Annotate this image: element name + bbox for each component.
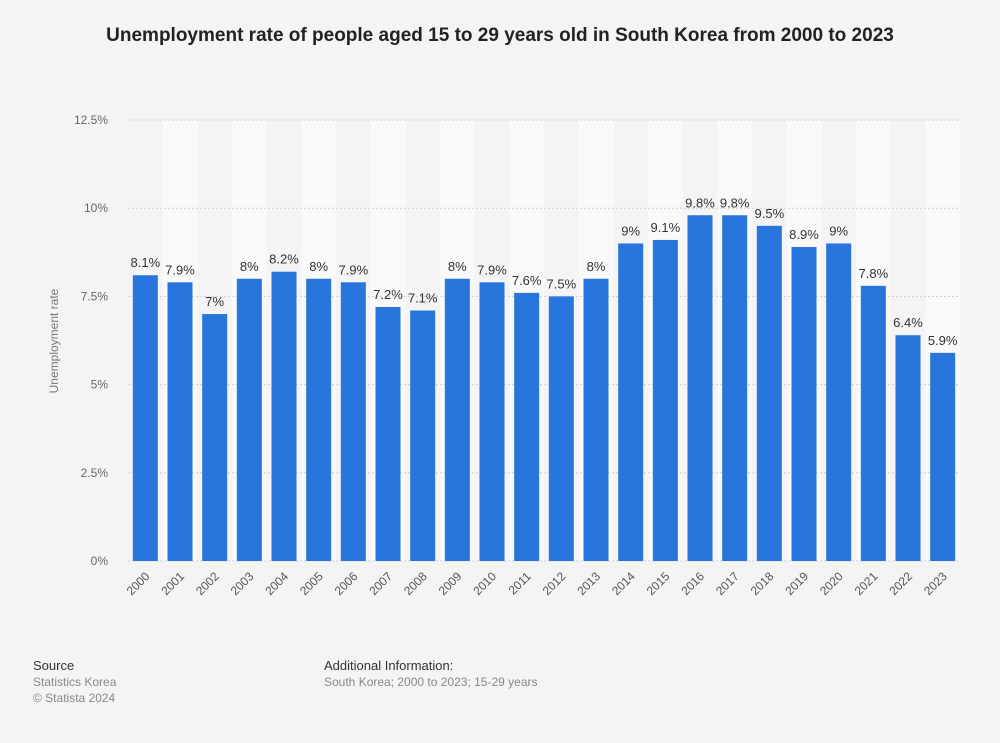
bar (375, 306, 401, 561)
bar (722, 215, 748, 562)
source-heading: Source (33, 658, 75, 673)
x-tick-label: 2015 (644, 569, 673, 598)
x-tick-label: 2002 (193, 569, 222, 598)
source-block: Source Statistics Korea © Statista 2024 (33, 658, 116, 706)
x-tick-label: 2016 (678, 569, 707, 598)
x-tick-label: 2020 (817, 569, 846, 598)
data-label: 8% (448, 259, 467, 274)
data-label: 9.5% (755, 206, 785, 221)
data-label: 9% (621, 223, 640, 238)
bar-chart: 0% 2.5% 5% 7.5% 10% 12.5% Unemployment rate 8.1… (47, 113, 960, 598)
x-tick-label: 2009 (436, 569, 465, 598)
x-tick-label: 2017 (713, 569, 742, 598)
bar (930, 352, 956, 561)
y-axis-label: Unemployment rate (47, 288, 61, 393)
x-tick-label: 2014 (609, 569, 638, 598)
x-tick-label: 2003 (228, 569, 257, 598)
bar (826, 243, 852, 562)
bar (306, 278, 332, 561)
data-label: 7.9% (339, 262, 369, 277)
y-tick-label: 12.5% (74, 113, 108, 127)
data-label: 8.2% (269, 252, 299, 267)
info-heading: Additional Information: (324, 658, 454, 673)
bar (167, 282, 193, 561)
x-tick-label: 2011 (506, 569, 534, 597)
data-label: 7.2% (373, 287, 403, 302)
bar (132, 275, 158, 561)
data-label: 6.4% (893, 315, 923, 330)
y-tick-label: 7.5% (81, 289, 109, 303)
x-tick-label: 2022 (886, 569, 915, 598)
bar (791, 247, 817, 561)
x-tick-label: 2007 (366, 569, 395, 598)
bar (410, 310, 436, 561)
y-tick-label: 5% (91, 378, 109, 392)
bar (618, 243, 644, 562)
data-label: 7.9% (165, 262, 195, 277)
data-label: 9.1% (651, 220, 681, 235)
chart-title: Unemployment rate of people aged 15 to 2… (106, 25, 894, 46)
x-tick-label: 2005 (297, 569, 326, 598)
bar (271, 271, 297, 561)
data-label: 9.8% (685, 195, 715, 210)
data-label: 8% (240, 259, 259, 274)
data-label: 7.5% (547, 276, 577, 291)
bar (860, 285, 886, 561)
data-label: 7.9% (477, 262, 507, 277)
bar (514, 292, 540, 561)
info-text: South Korea; 2000 to 2023; 15-29 years (324, 675, 538, 689)
x-tick-label: 2018 (748, 569, 777, 598)
data-label: 7.8% (859, 266, 889, 281)
x-tick-label: 2013 (574, 569, 603, 598)
data-label: 9.8% (720, 195, 750, 210)
bar (236, 278, 262, 561)
bar (444, 278, 470, 561)
data-label: 8.9% (789, 227, 819, 242)
bar (548, 296, 574, 561)
source-name[interactable]: Statistics Korea (33, 675, 117, 689)
x-tick-label: 2004 (262, 569, 291, 598)
x-tick-label: 2008 (401, 569, 430, 598)
y-tick-label: 10% (84, 201, 108, 215)
x-tick-label: 2006 (332, 569, 361, 598)
data-label: 8% (587, 259, 606, 274)
y-tick-label: 2.5% (81, 466, 109, 480)
bar (687, 215, 713, 562)
x-tick-label: 2010 (470, 569, 499, 598)
data-label: 9% (829, 223, 848, 238)
bar (340, 282, 366, 561)
x-tick-label: 2012 (540, 569, 569, 598)
bar (652, 239, 678, 561)
x-tick-label: 2023 (921, 569, 950, 598)
x-tick-label: 2000 (124, 569, 153, 598)
x-tick-label: 2001 (158, 569, 187, 598)
bar (756, 225, 782, 561)
data-label: 7.1% (408, 291, 438, 306)
bar (895, 335, 921, 561)
copyright: © Statista 2024 (33, 691, 116, 705)
data-label: 8% (309, 259, 328, 274)
bar (202, 314, 228, 561)
bar (479, 282, 505, 561)
bar (583, 278, 609, 561)
data-label: 5.9% (928, 333, 958, 348)
data-label: 7% (205, 294, 224, 309)
x-tick-label: 2021 (852, 569, 881, 598)
data-label: 7.6% (512, 273, 542, 288)
x-tick-label: 2019 (782, 569, 811, 598)
additional-info: Additional Information: South Korea; 200… (324, 658, 538, 690)
data-label: 8.1% (131, 255, 161, 270)
y-tick-label: 0% (91, 554, 109, 568)
